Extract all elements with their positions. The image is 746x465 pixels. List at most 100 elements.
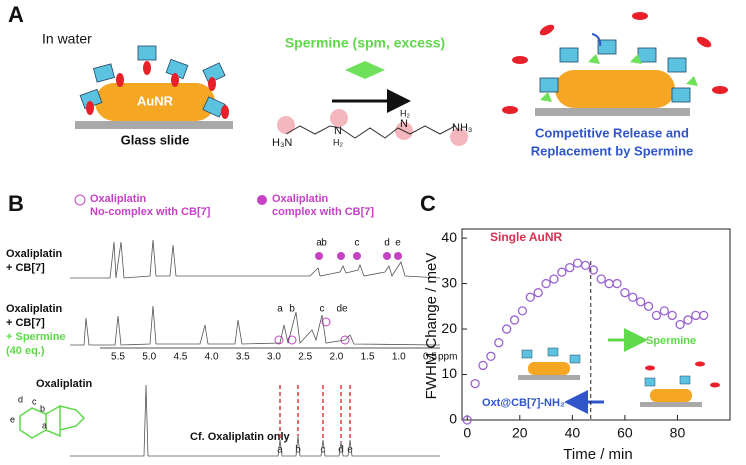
data-point: [549, 274, 559, 284]
trace-label: + CB[7]: [6, 317, 45, 329]
data-point: [565, 263, 575, 273]
reagent-label: Spermine (spm, excess): [285, 35, 445, 51]
free-marker: [274, 335, 284, 345]
structure-drawing: [19, 404, 86, 439]
panel-c: C Single AuNR Time / min FWHM Change / m…: [420, 191, 731, 463]
ppm-unit: ppm: [438, 352, 457, 363]
complex-marker: [383, 252, 391, 260]
peak-label: b: [289, 304, 295, 315]
data-point: [486, 351, 496, 361]
trace-label: Oxaliplatin: [6, 248, 63, 260]
complex-marker: [337, 252, 345, 260]
complex-marker: [315, 252, 323, 260]
peak-label: de: [336, 304, 348, 315]
data-point: [580, 260, 591, 271]
released-drugs: [502, 12, 728, 114]
trace-label: Oxaliplatin: [6, 303, 63, 315]
data-point: [636, 297, 646, 307]
data-point: [628, 292, 638, 302]
data-point: [478, 360, 488, 371]
y-tick-label: 30: [441, 274, 457, 290]
data-point: [667, 310, 677, 321]
glass-slide: [535, 108, 690, 116]
nanorod: [95, 83, 215, 121]
data-point: [612, 278, 622, 289]
ppm-tick-label: 4.5: [173, 352, 187, 363]
structure-label: b: [40, 403, 45, 413]
atom: H₂: [333, 137, 343, 147]
trace-label: Cf. Oxaliplatin only: [190, 431, 291, 443]
cb7-rings: [79, 45, 226, 118]
x-tick-label: 40: [565, 425, 581, 441]
result-line: Competitive Release and: [535, 125, 689, 140]
peak-label: c: [320, 304, 325, 315]
trace-label: (40 eq.): [6, 345, 45, 357]
legend-symbol: [257, 195, 267, 205]
ppm-tick-label: 5.5: [111, 352, 125, 363]
data-point: [470, 378, 480, 389]
x-tick-label: 20: [512, 425, 528, 441]
data-point: [604, 278, 614, 289]
peak-label: b: [295, 445, 301, 456]
x-tick-label: 0: [463, 425, 471, 441]
ppm-tick-label: 4.0: [205, 352, 219, 363]
atom: H₂: [400, 108, 410, 118]
nanorod-label: AuNR: [137, 93, 174, 108]
peak-label: e: [347, 445, 353, 456]
data-point: [683, 315, 693, 325]
correlation-lines: [279, 385, 351, 442]
peak-label: a: [316, 238, 322, 249]
spermine-icon: [345, 61, 385, 79]
trace-label: + CB[7]: [6, 262, 45, 274]
substrate-label: Glass slide: [121, 132, 190, 147]
peak-label: a: [277, 304, 283, 315]
complex-marker: [394, 252, 402, 260]
result-line: Replacement by Spermine: [531, 143, 694, 158]
condition: In water: [42, 31, 92, 47]
data-point: [588, 265, 599, 275]
y-axis-label: FWHM Change / meV: [423, 253, 440, 400]
x-tick-label: 60: [617, 425, 633, 441]
legend-text: No-complex with CB[7]: [90, 206, 211, 218]
peak-label: e: [395, 238, 401, 249]
panel-label: A: [8, 2, 24, 27]
nanorod: [555, 70, 675, 108]
ppm-tick-label: 1.0: [392, 352, 406, 363]
structure-label: a: [42, 420, 47, 430]
spectrum: [70, 384, 440, 457]
ppm-tick-label: 1.5: [361, 352, 375, 363]
data-point: [691, 310, 701, 321]
data-point: [596, 274, 606, 284]
peak-label: c: [355, 238, 360, 249]
data-point: [659, 306, 669, 316]
exchange-arrow: [591, 33, 602, 47]
free-marker: [287, 335, 297, 345]
annotation: Spermine: [646, 335, 696, 347]
data-point: [643, 301, 654, 311]
spermine-molecules: [540, 54, 698, 102]
chart-title: Single AuNR: [490, 230, 563, 244]
ppm-tick-label: 3.5: [236, 352, 250, 363]
data-point: [502, 324, 512, 334]
glass-slide: [75, 121, 233, 129]
peak-label: d: [384, 238, 390, 249]
y-tick-label: 0: [449, 411, 457, 427]
peak-label: a: [277, 445, 283, 456]
legend-symbol: [74, 194, 86, 206]
drug-molecules: [86, 61, 229, 119]
trace-label: + Spermine: [6, 331, 66, 343]
data-point: [572, 258, 583, 268]
annotation: Oxt@CB[7]-NH₂: [482, 397, 565, 409]
data-point: [699, 310, 709, 321]
panel-b: B Oxaliplatin No-complex with CB[7] Oxal…: [6, 191, 457, 457]
structure-label: e: [10, 414, 15, 424]
data-point: [675, 319, 685, 330]
y-tick-label: 10: [441, 365, 457, 381]
ppm-tick-label: 2.5: [298, 352, 312, 363]
atom: N: [334, 125, 342, 137]
peak-label: d: [338, 445, 344, 456]
y-tick-label: 20: [441, 320, 457, 336]
panel-label: B: [8, 191, 24, 216]
structure-label: c: [32, 396, 37, 406]
